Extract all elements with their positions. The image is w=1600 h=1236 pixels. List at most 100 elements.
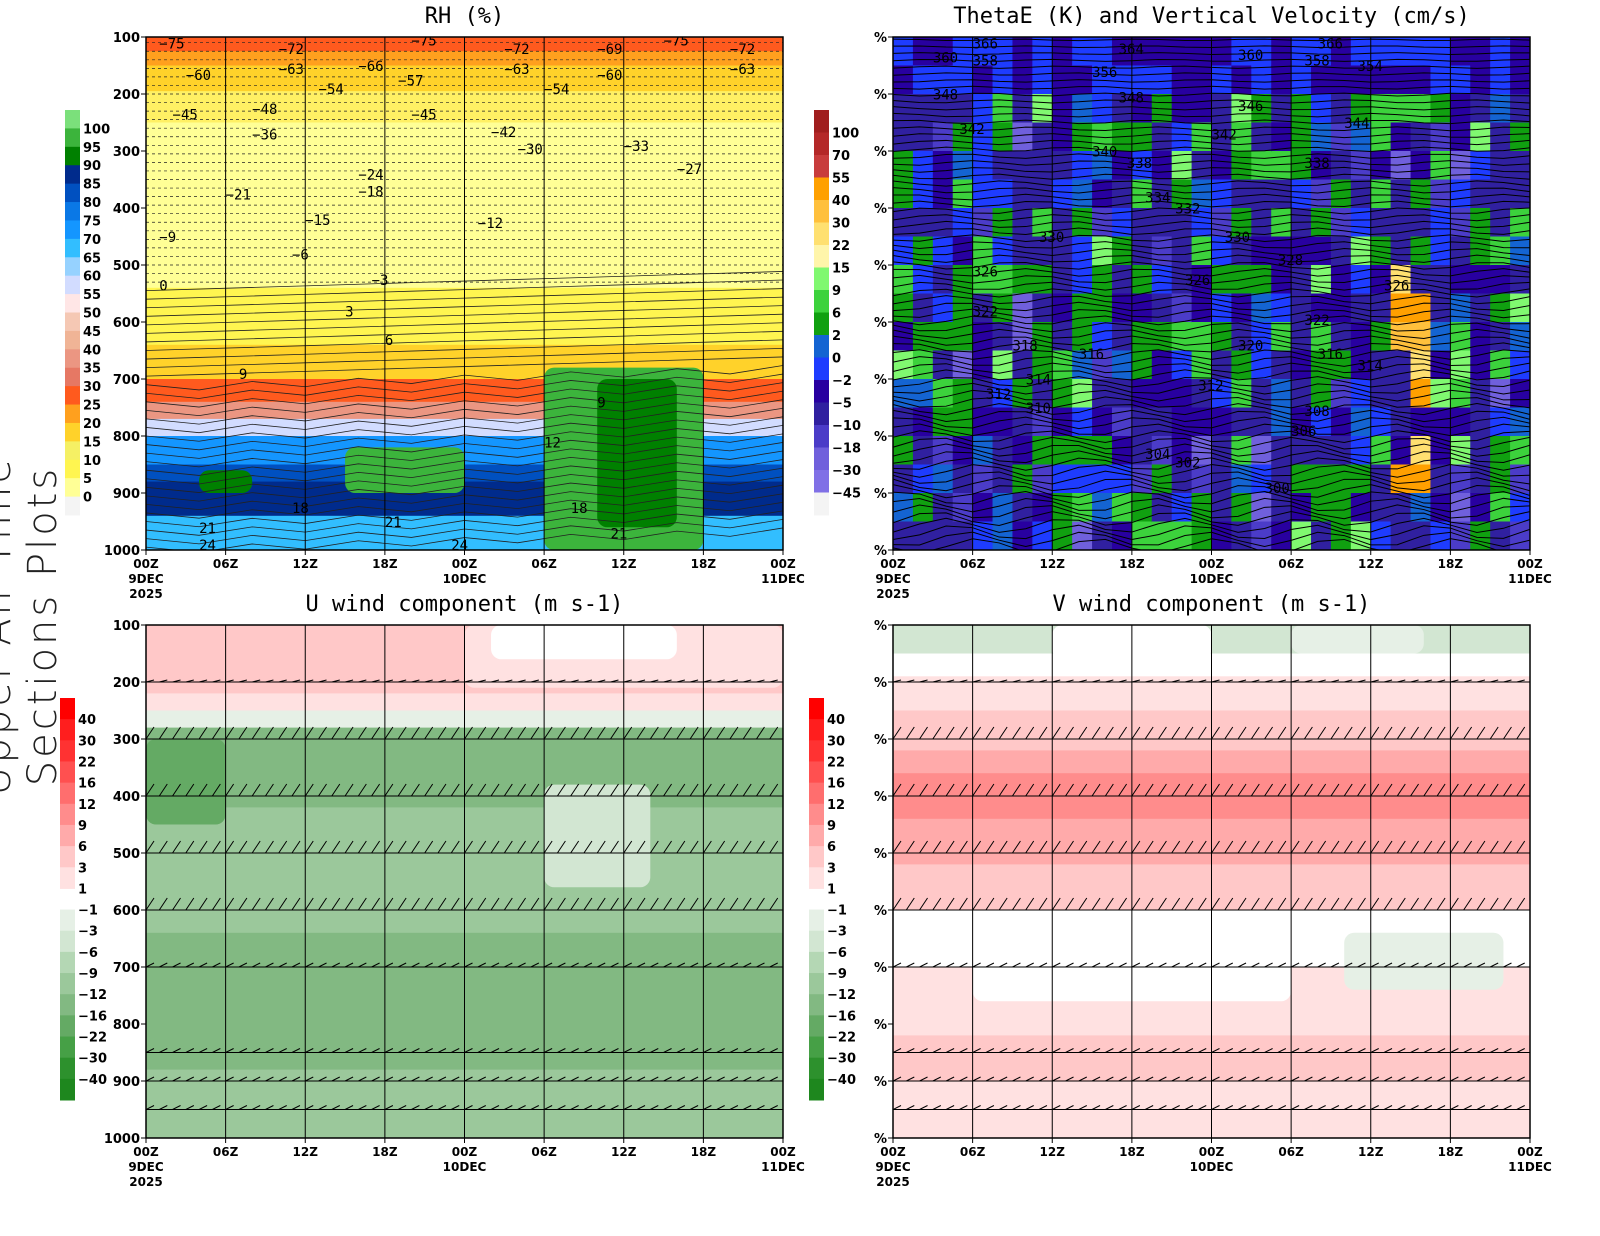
wind-barb: [919, 1105, 928, 1110]
wind-barb: [905, 783, 915, 797]
wind-barb: [397, 962, 407, 968]
wind-barb: [998, 962, 1008, 968]
wind-barb: [945, 1076, 955, 1082]
wind-barb: [1516, 783, 1526, 797]
vv-cell: [1350, 151, 1372, 181]
wind-barb: [1237, 840, 1247, 854]
wind-barb: [1436, 962, 1446, 968]
wind-barb: [464, 1048, 473, 1053]
x-date-label: 11DEC: [1508, 572, 1552, 586]
colorbar-swatch: [60, 1078, 75, 1101]
wind-barb: [358, 962, 367, 968]
wind-barb: [742, 783, 752, 797]
wind-barb: [610, 1105, 619, 1110]
vv-cell: [1032, 265, 1054, 295]
wind-barb: [1104, 897, 1114, 911]
vv-cell: [1490, 350, 1512, 380]
vv-cell: [1231, 493, 1253, 523]
contour-label: 338: [1304, 156, 1329, 172]
vv-cell: [1231, 436, 1253, 466]
vv-cell: [1450, 265, 1472, 295]
contour-label: −48: [252, 102, 277, 118]
colorbar-swatch: [809, 803, 824, 826]
wind-barb: [1078, 897, 1088, 911]
wind-barb: [504, 1105, 513, 1110]
wind-barb: [1489, 726, 1499, 740]
wind-barb: [172, 1048, 181, 1053]
wind-barb: [1529, 795, 1530, 796]
wind-barb: [1516, 1048, 1525, 1053]
wind-barb: [998, 1048, 1008, 1053]
wind-barb: [305, 1048, 314, 1053]
vv-cell: [1390, 65, 1412, 95]
vv-cell: [1410, 179, 1432, 209]
vv-cell: [1430, 521, 1452, 550]
y-tick-label: 100: [113, 619, 140, 634]
vv-cell: [1131, 37, 1153, 67]
wind-barb: [437, 840, 447, 854]
vv-cell: [1370, 493, 1392, 523]
wind-barb: [424, 840, 434, 854]
wind-barb: [1330, 1076, 1340, 1082]
wind-barb: [158, 726, 168, 740]
vv-cell: [1311, 265, 1332, 295]
wind-barb: [1091, 897, 1101, 911]
wind-barb: [1503, 962, 1512, 968]
wind-barb: [1330, 840, 1340, 854]
panel-0: RH (%)−75 −72−75−72 −69−75−72−60 −63 −66 −63−…: [65, 4, 805, 601]
vv-cell: [1350, 208, 1372, 238]
wind-barb: [504, 1048, 513, 1053]
wind-barb: [1476, 840, 1486, 854]
wind-barb: [185, 783, 195, 797]
vv-cell: [1072, 322, 1094, 352]
vv-cell: [1012, 37, 1034, 67]
wind-barb: [477, 783, 487, 797]
vv-cell: [1052, 521, 1074, 550]
wind-barb: [782, 1080, 783, 1081]
wind-barb: [1317, 783, 1327, 797]
wind-barb: [1357, 726, 1366, 740]
wind-barb: [358, 1076, 367, 1082]
x-date-label: 11DEC: [761, 572, 805, 586]
contour-label: 21: [610, 527, 627, 543]
vv-cell: [893, 37, 914, 67]
wind-barb: [384, 897, 394, 911]
wind-barb: [503, 783, 513, 797]
wind-barb: [557, 962, 566, 968]
wind-barb: [636, 840, 646, 854]
wind-barb: [146, 1048, 155, 1053]
wind-barb: [530, 897, 540, 911]
wind-barb: [702, 840, 712, 854]
vv-cell: [992, 407, 1014, 437]
wind-barb: [357, 783, 367, 797]
wind-barb: [437, 1048, 447, 1053]
wind-barb: [1529, 852, 1530, 853]
x-date-label: 11DEC: [761, 1160, 805, 1174]
colorbar-swatch: [65, 165, 80, 185]
wind-barb: [893, 726, 902, 740]
vv-cell: [1052, 94, 1074, 124]
wind-barb: [636, 1076, 646, 1082]
wind-barb: [344, 783, 354, 797]
wind-barb: [1357, 962, 1366, 968]
vv-cell: [1271, 151, 1293, 181]
contour-label: 302: [1175, 455, 1200, 471]
wind-barb: [490, 840, 500, 854]
wind-barb: [1436, 1048, 1446, 1053]
wind-barb: [782, 909, 783, 910]
contour-label: −57: [398, 73, 423, 89]
y-tick-label: %: [874, 88, 887, 103]
vv-cell: [1470, 208, 1492, 238]
vv-cell: [1490, 293, 1512, 323]
wind-barb: [596, 962, 606, 968]
contour-label: −9: [159, 230, 176, 246]
wind-barb: [782, 795, 783, 796]
vv-cell: [1092, 236, 1113, 266]
wind-barb: [1091, 726, 1101, 740]
vv-cell: [1131, 208, 1153, 238]
vv-cell: [1410, 379, 1432, 409]
wind-barb: [1131, 726, 1141, 740]
vv-cell: [1191, 179, 1213, 209]
wind-barb: [1304, 1048, 1313, 1053]
colorbar-label: 60: [83, 270, 101, 285]
